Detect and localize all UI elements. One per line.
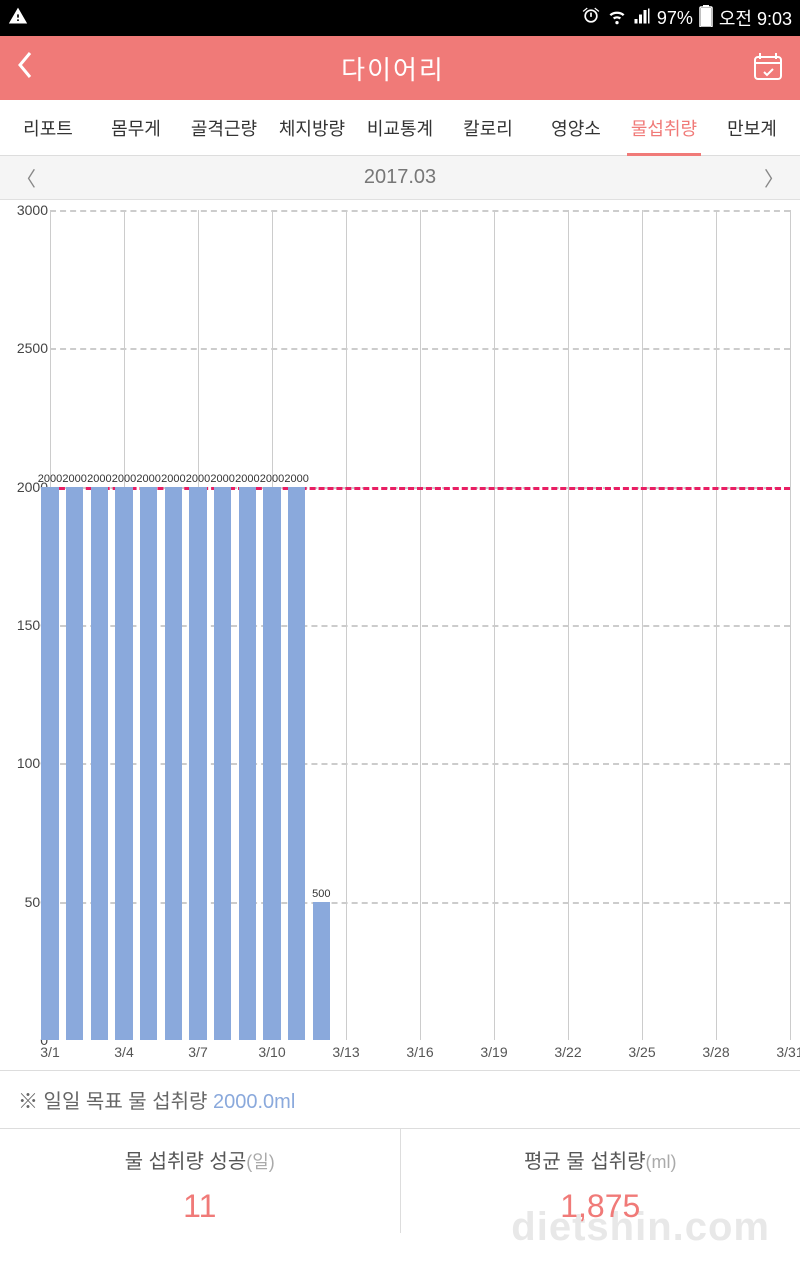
goal-note-prefix: ※ 일일 목표 물 섭취량 [18,1091,213,1113]
bar-label: 2000 [260,473,284,485]
bar-day-8[interactable] [214,487,231,1040]
bar-day-7[interactable] [189,487,206,1040]
signal-icon [633,7,651,30]
x-tick: 3/4 [114,1044,133,1060]
y-tick: 2500 [17,340,48,356]
bar-day-10[interactable] [263,487,280,1040]
bar-label: 2000 [112,473,136,485]
v-gridline [642,210,643,1040]
goal-note-value: 2000.0ml [213,1091,295,1113]
v-gridline [716,210,717,1040]
back-button[interactable] [16,51,34,86]
bar-day-11[interactable] [288,487,305,1040]
bar-label: 2000 [87,473,111,485]
x-tick: 3/22 [554,1044,581,1060]
bar-day-12[interactable] [313,902,330,1040]
v-gridline [568,210,569,1040]
x-tick: 3/25 [628,1044,655,1060]
y-tick: 3000 [17,202,48,218]
x-tick: 3/31 [776,1044,800,1060]
stats-row: 물 섭취량 성공(일) 11 평균 물 섭취량(ml) 1,875 [0,1128,800,1233]
tab-6[interactable]: 영양소 [532,101,620,155]
bar-day-9[interactable] [239,487,256,1040]
stat-success: 물 섭취량 성공(일) 11 [0,1129,401,1233]
stat-average-unit: (ml) [646,1152,677,1172]
tab-7[interactable]: 물섭취량 [620,101,708,155]
tab-2[interactable]: 골격근량 [180,101,268,155]
tab-8[interactable]: 만보계 [708,101,796,155]
bar-label: 2000 [235,473,259,485]
page-title: 다이어리 [341,50,445,87]
x-tick: 3/13 [332,1044,359,1060]
bar-label: 2000 [136,473,160,485]
v-gridline [346,210,347,1040]
bar-day-4[interactable] [115,487,132,1040]
bar-day-6[interactable] [165,487,182,1040]
bar-label: 500 [312,888,330,900]
goal-line [50,487,790,490]
x-tick: 3/19 [480,1044,507,1060]
tab-0[interactable]: 리포트 [4,101,92,155]
prev-month-button[interactable]: 〈 [16,163,36,192]
warning-icon [8,6,28,31]
battery-icon [699,5,713,32]
tab-3[interactable]: 체지방량 [268,101,356,155]
status-bar: 97% 오전 9:03 [0,0,800,36]
app-header: 다이어리 [0,36,800,100]
bar-label: 2000 [38,473,62,485]
v-gridline [420,210,421,1040]
x-tick: 3/16 [406,1044,433,1060]
bar-day-3[interactable] [91,487,108,1040]
bar-label: 2000 [62,473,86,485]
tab-bar: 리포트몸무게골격근량체지방량비교통계칼로리영양소물섭취량만보계 [0,100,800,156]
tab-1[interactable]: 몸무게 [92,101,180,155]
date-navigator: 〈 2017.03 〉 [0,156,800,200]
chart-area: 050010001500200025003000 200020002000200… [0,200,800,1070]
time-text: 오전 9:03 [719,5,792,31]
x-tick: 3/10 [258,1044,285,1060]
bar-label: 2000 [210,473,234,485]
wifi-icon [607,6,627,31]
v-gridline [494,210,495,1040]
bar-label: 2000 [186,473,210,485]
x-tick: 3/28 [702,1044,729,1060]
date-label: 2017.03 [364,166,436,189]
next-month-button[interactable]: 〉 [764,163,784,192]
x-tick: 3/7 [188,1044,207,1060]
stat-average-title: 평균 물 섭취량 [524,1151,646,1173]
stat-success-value: 11 [0,1188,400,1225]
stat-success-title: 물 섭취량 성공 [125,1151,247,1173]
bar-label: 2000 [161,473,185,485]
x-tick: 3/1 [40,1044,59,1060]
tab-5[interactable]: 칼로리 [444,101,532,155]
bar-day-1[interactable] [41,487,58,1040]
v-gridline [790,210,791,1040]
stat-average: 평균 물 섭취량(ml) 1,875 [401,1129,800,1233]
goal-note: ※ 일일 목표 물 섭취량 2000.0ml [0,1070,800,1128]
alarm-icon [581,6,601,31]
calendar-button[interactable] [752,50,784,87]
bar-label: 2000 [284,473,308,485]
battery-text: 97% [657,8,693,29]
tab-4[interactable]: 비교통계 [356,101,444,155]
stat-success-unit: (일) [246,1152,275,1172]
bar-day-5[interactable] [140,487,157,1040]
bar-day-2[interactable] [66,487,83,1040]
stat-average-value: 1,875 [401,1188,800,1225]
